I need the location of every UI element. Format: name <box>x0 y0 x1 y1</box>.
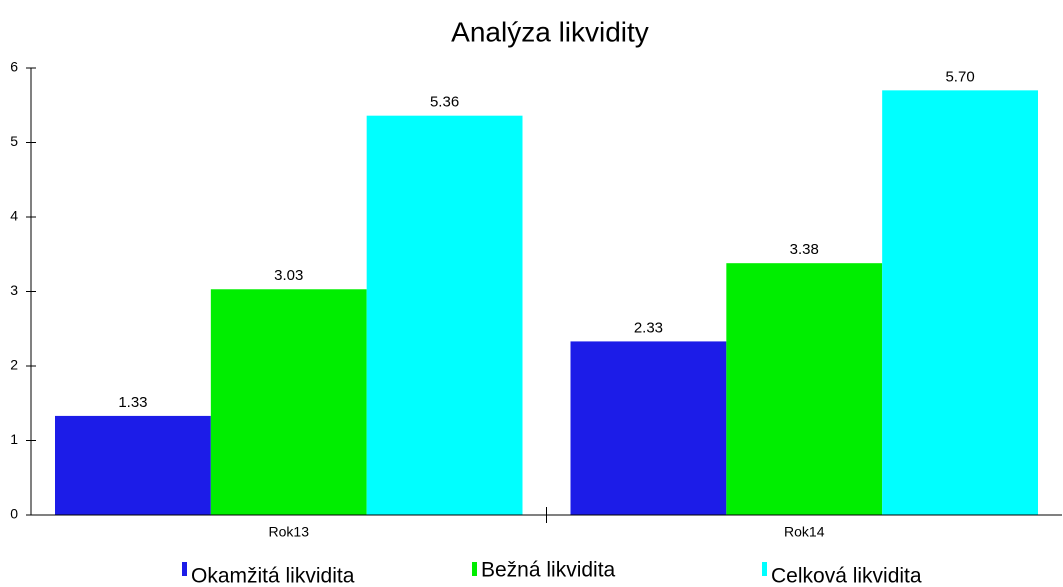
bar <box>366 115 523 516</box>
value-label: 2.33 <box>634 319 663 336</box>
x-tick-label: Rok14 <box>784 524 825 540</box>
y-tick-label: 3 <box>10 282 18 298</box>
legend-swatch <box>182 562 187 576</box>
y-tick-label: 0 <box>10 506 18 522</box>
y-tick-label: 6 <box>10 59 18 75</box>
legend-swatch <box>472 562 477 576</box>
value-label: 5.36 <box>430 94 459 111</box>
bar <box>726 263 883 515</box>
y-tick-label: 1 <box>10 431 18 447</box>
y-tick-label: 5 <box>10 133 18 149</box>
bar <box>210 289 367 515</box>
value-label: 1.33 <box>118 394 147 411</box>
bar <box>570 341 727 515</box>
value-label: 5.70 <box>945 68 974 85</box>
value-label: 3.38 <box>790 241 819 258</box>
bar <box>882 90 1038 515</box>
legend-swatch <box>762 562 767 576</box>
bar <box>55 415 211 515</box>
y-tick-label: 2 <box>10 357 18 373</box>
chart-title: Analýza likvidity <box>451 16 649 47</box>
legend-label: Celková likvidita <box>771 565 922 587</box>
value-label: 3.03 <box>274 267 303 284</box>
legend-label: Okamžitá likvidita <box>191 565 355 587</box>
y-tick-label: 4 <box>10 208 18 224</box>
x-tick-label: Rok13 <box>269 524 310 540</box>
legend-label: Bežná likvidita <box>481 559 616 582</box>
